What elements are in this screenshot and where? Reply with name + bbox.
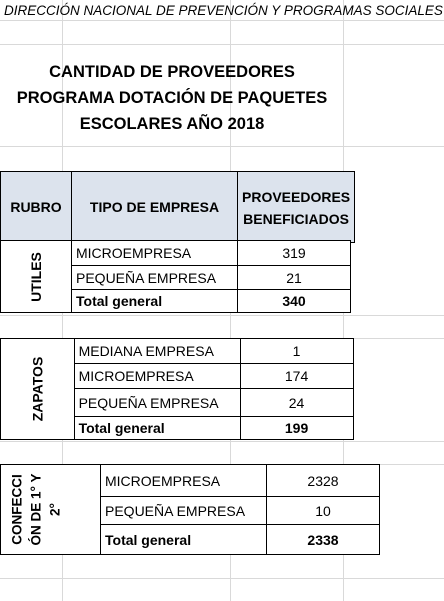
report-title-line-1: CANTIDAD DE PROVEEDORES bbox=[49, 63, 295, 81]
total-value: 199 bbox=[239, 416, 354, 440]
tipo-cell: PEQUEÑA EMPRESA bbox=[71, 265, 238, 290]
tipo-cell: MICROEMPRESA bbox=[73, 363, 241, 389]
tipo-cell: PEQUEÑA EMPRESA bbox=[73, 388, 241, 417]
rubro-label: ZAPATOS bbox=[29, 356, 46, 422]
valor-cell: 21 bbox=[237, 265, 351, 290]
valor-cell: 1 bbox=[239, 338, 354, 364]
tipo-cell: MEDIANA EMPRESA bbox=[73, 338, 241, 364]
total-label: Total general bbox=[71, 289, 238, 313]
valor-cell: 24 bbox=[239, 388, 354, 417]
valor-cell: 2328 bbox=[266, 464, 380, 497]
rubro-cell: ZAPATOS bbox=[0, 338, 75, 440]
tipo-cell: MICROEMPRESA bbox=[71, 240, 238, 266]
column-header-tipo: TIPO DE EMPRESA bbox=[71, 171, 238, 243]
total-value: 2338 bbox=[266, 524, 380, 555]
department-header: DIRECCIÓN NACIONAL DE PREVENCIÓN Y PROGR… bbox=[4, 3, 443, 18]
valor-cell: 174 bbox=[239, 363, 354, 389]
total-value: 340 bbox=[237, 289, 351, 313]
rubro-cell: UTILES bbox=[0, 240, 72, 313]
column-header-proveedores-line1: PROVEEDORES bbox=[242, 189, 351, 205]
group-confeccion: CONFECCI ÓN DE 1° Y 2° MICROEMPRESA 2328… bbox=[0, 464, 380, 555]
total-label: Total general bbox=[100, 524, 267, 555]
report-title-line-2: PROGRAMA DOTACIÓN DE PAQUETES bbox=[16, 89, 328, 107]
column-header-rubro: RUBRO bbox=[0, 171, 72, 243]
tipo-cell: MICROEMPRESA bbox=[100, 464, 267, 497]
valor-cell: 319 bbox=[237, 240, 351, 266]
rubro-label: UTILES bbox=[28, 251, 44, 302]
column-header-proveedores: PROVEEDORES BENEFICIADOS bbox=[236, 171, 356, 243]
valor-cell: 10 bbox=[266, 496, 380, 525]
report-title-line-3: ESCOLARES AÑO 2018 bbox=[79, 115, 265, 133]
table-header: RUBRO TIPO DE EMPRESA PROVEEDORES BENEFI… bbox=[0, 171, 356, 243]
group-utiles: UTILES MICROEMPRESA 319 PEQUEÑA EMPRESA … bbox=[0, 240, 351, 313]
group-zapatos: ZAPATOS MEDIANA EMPRESA 1 MICROEMPRESA 1… bbox=[0, 338, 354, 440]
total-label: Total general bbox=[73, 416, 241, 440]
column-header-proveedores-line2: BENEFICIADOS bbox=[243, 211, 349, 227]
rubro-label: CONFECCI ÓN DE 1° Y 2° bbox=[9, 473, 63, 546]
rubro-cell: CONFECCI ÓN DE 1° Y 2° bbox=[0, 464, 101, 555]
tipo-cell: PEQUEÑA EMPRESA bbox=[100, 496, 267, 525]
